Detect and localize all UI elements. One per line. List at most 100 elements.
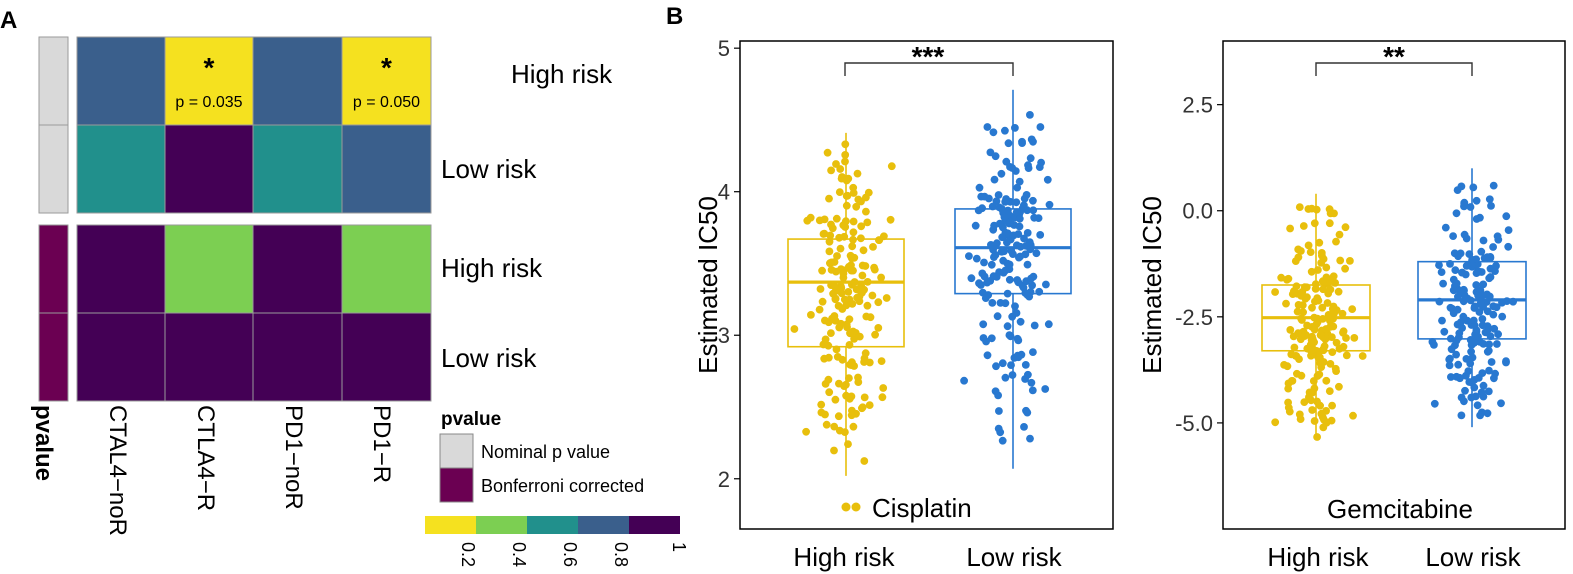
drug-legend: Gemcitabine	[1327, 494, 1473, 524]
data-point	[841, 151, 850, 159]
data-point	[1493, 232, 1502, 241]
data-point	[1462, 262, 1471, 270]
data-point	[1303, 293, 1311, 302]
data-point	[818, 266, 826, 275]
data-point	[857, 222, 866, 231]
low-risk-box	[954, 208, 1072, 295]
data-point	[1440, 327, 1449, 336]
data-point	[846, 360, 854, 369]
y-axis-label: Estimated IC50	[693, 196, 723, 374]
data-point	[831, 395, 840, 404]
data-point	[1322, 418, 1331, 427]
data-point	[861, 262, 870, 270]
data-point	[989, 128, 998, 137]
data-point	[1476, 300, 1485, 308]
data-point	[882, 294, 891, 302]
colorbar-tick-0-2: 0.2	[458, 542, 478, 567]
pvalue-bar-cell-2	[38, 224, 69, 314]
data-point	[1452, 209, 1461, 218]
data-point	[1005, 219, 1014, 228]
data-point	[1447, 345, 1456, 354]
data-point	[826, 259, 834, 268]
data-point	[1325, 219, 1334, 228]
data-point	[1026, 154, 1035, 163]
data-point	[967, 274, 976, 283]
data-point	[995, 407, 1003, 415]
drug-legend: Cisplatin	[872, 493, 972, 523]
heatmap-cell-r2-c0	[76, 224, 166, 314]
data-point	[1009, 231, 1018, 240]
data-point	[869, 243, 877, 251]
heatmap-cell-r2-c2	[252, 224, 343, 314]
data-point	[1348, 305, 1357, 313]
data-point	[862, 207, 870, 216]
data-point	[1459, 312, 1468, 321]
y-tick-label-3: 5	[718, 36, 730, 61]
y-axis-label: Estimated IC50	[1137, 196, 1167, 374]
data-point	[1479, 392, 1488, 401]
data-point	[1012, 198, 1021, 207]
data-point	[1486, 254, 1495, 262]
data-point	[1487, 358, 1496, 366]
data-point	[1018, 139, 1026, 148]
data-point	[980, 192, 989, 201]
data-point	[1294, 329, 1302, 338]
data-point	[816, 285, 825, 293]
data-point	[1478, 315, 1487, 323]
data-point	[1460, 397, 1468, 406]
data-point	[1483, 347, 1492, 356]
colorbar-segment-4	[629, 516, 680, 534]
data-point	[852, 202, 861, 211]
data-point	[1021, 361, 1030, 369]
data-point	[822, 420, 831, 429]
data-point	[1021, 375, 1029, 383]
data-point	[1335, 382, 1343, 391]
data-point	[839, 269, 848, 278]
data-point	[1457, 411, 1466, 420]
data-point	[1479, 340, 1488, 348]
heatmap-cell-r1-c0	[76, 124, 166, 214]
data-point	[818, 297, 827, 306]
data-point	[975, 183, 984, 192]
data-point	[1024, 164, 1033, 173]
heatmap-cell-r2-c1	[164, 224, 254, 314]
data-point	[998, 359, 1007, 368]
data-point	[1012, 309, 1021, 317]
data-point	[1456, 249, 1465, 258]
data-point	[1331, 364, 1340, 373]
data-point	[971, 221, 980, 230]
data-point	[1477, 268, 1486, 276]
data-point	[877, 273, 885, 282]
data-point	[1458, 268, 1467, 277]
legend-entry-bonferroni: Bonferroni corrected	[481, 476, 644, 496]
data-point	[1326, 285, 1335, 294]
colorbar-segment-3	[578, 516, 629, 534]
data-point	[1452, 350, 1460, 359]
box-elements	[1261, 168, 1527, 438]
significance-star-0: *	[204, 52, 215, 83]
row-label-low-risk-nominal: Low risk	[441, 154, 537, 184]
data-point	[1035, 163, 1044, 172]
data-point	[1485, 195, 1494, 204]
data-point	[1492, 303, 1501, 312]
colorbar-tick-0-4: 0.4	[509, 542, 529, 567]
data-point	[1316, 331, 1325, 339]
data-point	[1020, 194, 1029, 203]
data-point	[1438, 316, 1446, 325]
heatmap-cells	[76, 36, 432, 402]
data-point	[987, 334, 996, 343]
heatmap-cell-r1-c3	[341, 124, 432, 214]
data-point	[1317, 249, 1326, 257]
data-point	[1461, 386, 1469, 395]
data-point	[1478, 291, 1487, 299]
data-point	[853, 293, 861, 302]
data-point	[1449, 232, 1457, 241]
legend-dot-high-2	[851, 502, 861, 512]
data-point	[1350, 334, 1359, 342]
data-point	[855, 332, 864, 341]
data-point	[1030, 321, 1039, 330]
data-point	[1456, 287, 1464, 296]
legend-swatch-bonferroni	[439, 467, 474, 503]
colorbar	[425, 516, 680, 534]
data-point	[1322, 273, 1331, 282]
